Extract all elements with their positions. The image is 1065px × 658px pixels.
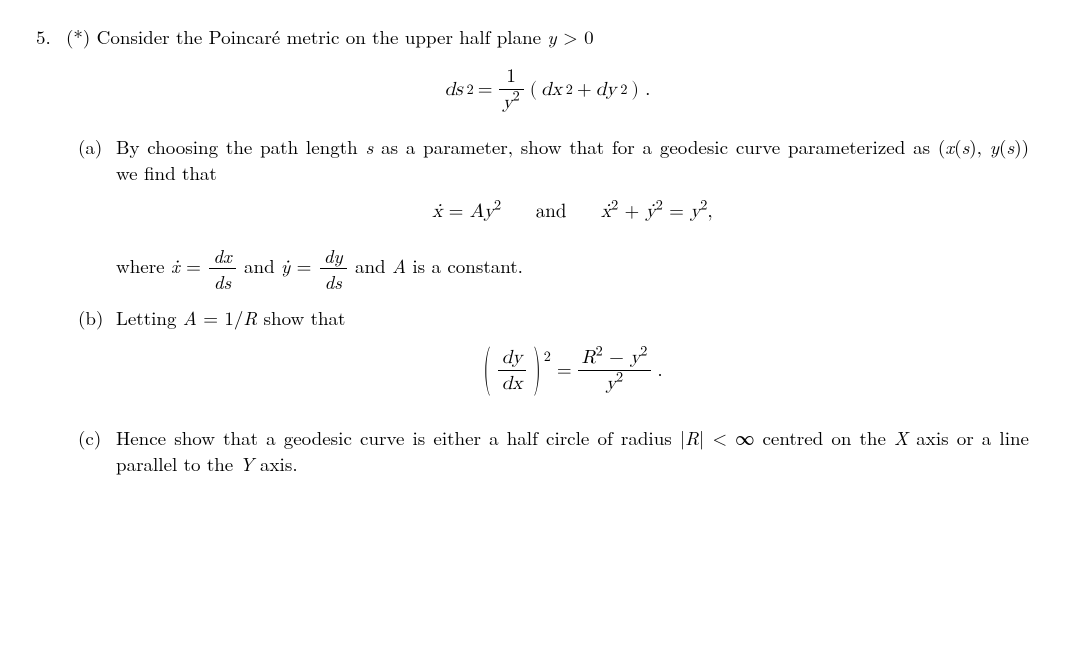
part-a-equation: ẋ = Ay2 and ẋ2 + ẏ2 = y2,: [116, 199, 1029, 225]
problem-body: (*) Consider the Poincaré metric on the …: [66, 24, 1029, 476]
part-b: (b) Letting A = 1/R show that (dydx)2 = …: [78, 305, 1029, 415]
part-a-body: By choosing the path length s as a param…: [116, 134, 1029, 295]
problem-intro-condition: y > 0: [547, 23, 593, 50]
parts-list: (a) By choosing the path length s as a p…: [78, 134, 1029, 476]
part-a-label: (a): [78, 134, 106, 160]
problem-intro: Consider the Poincaré metric on the uppe…: [97, 23, 541, 50]
problem-number: 5.: [36, 24, 58, 50]
part-a-where: where ẋ = dxds and ẏ = dyds and A is a c…: [116, 243, 1029, 295]
part-a-text: By choosing the path length s as a param…: [116, 133, 1029, 186]
problem-5: 5. (*) Consider the Poincaré metric on t…: [36, 24, 1029, 476]
part-c-body: Hence show that a geodesic curve is eith…: [116, 425, 1029, 476]
part-b-label: (b): [78, 305, 106, 331]
problem-star: (*): [66, 23, 90, 50]
metric-equation: ds2 = 1y2 (dx2 + dy2) .: [66, 64, 1029, 116]
part-b-body: Letting A = 1/R show that (dydx)2 = R2 −…: [116, 305, 1029, 415]
part-a: (a) By choosing the path length s as a p…: [78, 134, 1029, 295]
part-c-text: Hence show that a geodesic curve is eith…: [116, 424, 1029, 477]
part-b-text: Letting A = 1/R show that: [116, 304, 345, 331]
part-c: (c) Hence show that a geodesic curve is …: [78, 425, 1029, 476]
part-c-label: (c): [78, 425, 106, 451]
part-b-equation: (dydx)2 = R2 − y2y2 .: [116, 345, 1029, 397]
